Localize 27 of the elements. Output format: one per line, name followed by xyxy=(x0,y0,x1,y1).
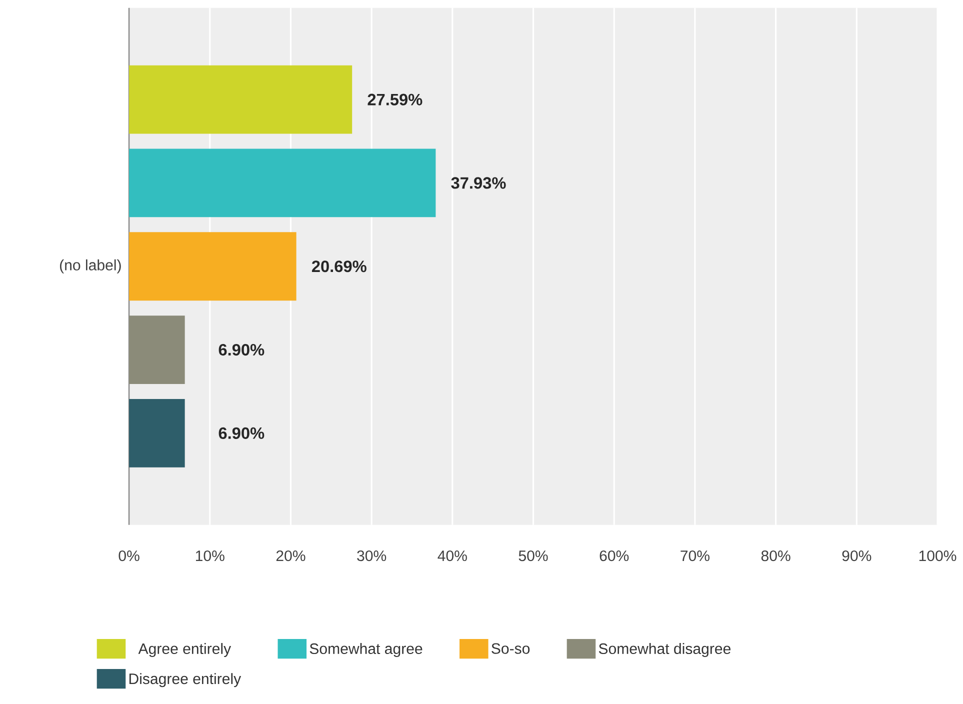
bar xyxy=(129,232,296,300)
data-label: 37.93% xyxy=(451,176,506,189)
legend-label: Somewhat agree xyxy=(310,642,422,657)
y-tick-label: (no label) xyxy=(60,259,121,274)
x-tick-label: 70% xyxy=(680,550,710,561)
x-tick-label: 60% xyxy=(600,550,629,561)
x-tick-label: 30% xyxy=(357,550,386,561)
legend-label: So-so xyxy=(492,642,530,654)
x-tick-label: 90% xyxy=(842,550,872,561)
x-tick-label: 0% xyxy=(118,550,140,561)
legend-label: Disagree entirely xyxy=(129,672,242,687)
bar xyxy=(129,148,436,217)
legend-label: Somewhat disagree xyxy=(598,642,730,657)
x-tick-label: 40% xyxy=(438,550,467,561)
data-label: 20.69% xyxy=(312,260,366,272)
data-label: 27.59% xyxy=(368,94,422,106)
x-tick-label: 80% xyxy=(761,550,790,561)
x-tick-label: 20% xyxy=(276,550,306,561)
x-tick-label: 50% xyxy=(518,550,548,561)
x-tick-label: 10% xyxy=(196,550,224,561)
bar xyxy=(129,65,352,134)
legend-label: Agree entirely xyxy=(138,642,232,657)
bar xyxy=(129,315,185,384)
data-label: 6.90% xyxy=(218,427,264,439)
data-label: 6.90% xyxy=(218,344,264,356)
x-tick-label: 100% xyxy=(919,550,956,561)
bar xyxy=(129,398,185,468)
